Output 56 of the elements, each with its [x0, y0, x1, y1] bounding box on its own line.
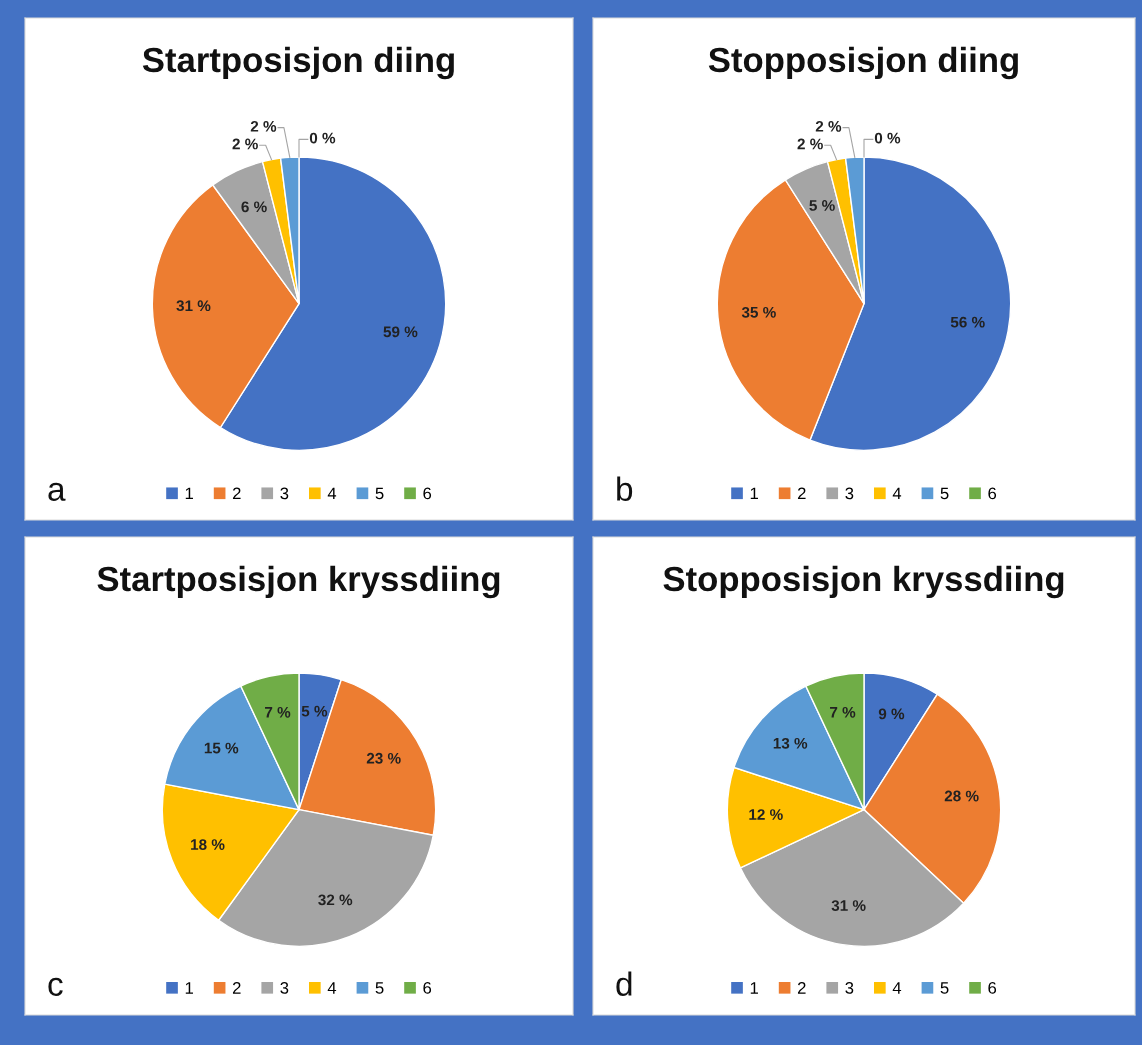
data-label: 2 % [250, 120, 277, 132]
text: d [616, 971, 632, 996]
data-label: 5 % [301, 705, 328, 717]
data-label: 32 % [318, 894, 353, 906]
legend-label: 6 [988, 982, 997, 994]
legend-label: 6 [423, 487, 432, 500]
legend-label: 1 [185, 982, 193, 994]
data-label: 31 % [176, 300, 211, 312]
legend-label: 5 [375, 982, 384, 994]
legend-label: 3 [280, 487, 289, 500]
legend-label: 2 [232, 982, 241, 994]
legend-label: 4 [892, 487, 902, 500]
legend-label: 5 [940, 487, 949, 500]
data-label: 2 % [815, 120, 842, 132]
chart-title: Stopposisjon kryssdiing [663, 565, 1064, 599]
data-label: 7 % [830, 706, 856, 718]
chart-title: Startposisjon diing [142, 46, 454, 80]
text: b [617, 476, 633, 501]
data-label: 15 % [204, 742, 239, 754]
legend-label: 3 [845, 982, 854, 994]
data-label: 5 % [809, 200, 835, 211]
legend-label: 2 [797, 982, 806, 994]
data-label: 59 % [383, 326, 418, 338]
text: 0 % [874, 132, 901, 144]
legend-label: 5 [375, 487, 384, 500]
legend-label: 2 [797, 487, 806, 500]
data-label: 6 % [241, 201, 267, 213]
data-label: 9 % [878, 708, 905, 720]
text: c [48, 977, 63, 996]
data-label: 2 % [232, 138, 258, 150]
legend-label: 4 [327, 982, 337, 994]
data-label: 7 % [265, 706, 291, 718]
legend-label: 4 [892, 982, 902, 994]
chart-title: Startposisjon kryssdiing [97, 565, 500, 599]
data-label: 56 % [950, 316, 985, 328]
legend-label: 2 [232, 487, 241, 500]
text: 0 % [309, 132, 336, 144]
legend-label: 1 [750, 487, 758, 500]
data-label: 28 % [944, 790, 979, 802]
data-label: 31 % [831, 900, 866, 911]
legend-label: 6 [988, 487, 997, 500]
legend-label: 1 [185, 487, 193, 500]
data-label: 13 % [773, 737, 808, 749]
legend-label: 1 [750, 982, 758, 994]
data-label: 23 % [366, 752, 401, 764]
data-label: 35 % [741, 306, 776, 318]
legend-label: 4 [327, 487, 337, 500]
data-label: 2 % [797, 138, 823, 150]
data-label: 18 % [191, 839, 225, 850]
text: a [48, 482, 66, 501]
legend-label: 3 [845, 487, 854, 500]
data-label: 12 % [749, 809, 783, 820]
legend-label: 6 [423, 982, 432, 994]
chart-title: Stopposisjon diing [708, 46, 1018, 80]
legend-label: 3 [280, 982, 289, 994]
legend-label: 5 [940, 982, 949, 994]
